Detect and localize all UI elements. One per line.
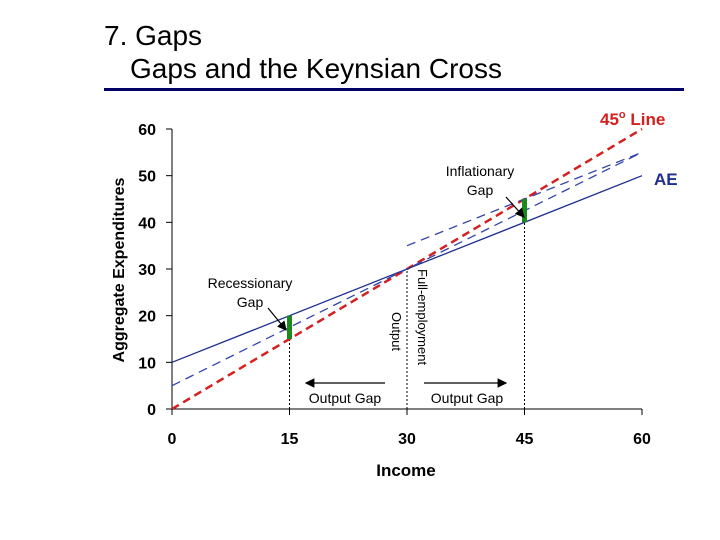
inflationary-gap-label-line1: Inflationary (446, 163, 514, 179)
line45-label-degree: o (619, 109, 626, 121)
x-tick-label: 0 (168, 431, 177, 448)
x-tick-label: 45 (516, 431, 534, 448)
full-employment-label-line2: Output (389, 312, 404, 351)
y-tick-label: 40 (138, 215, 156, 232)
inflationary-gap-label-line2: Gap (467, 182, 494, 198)
recessionary-gap-label-line1: Recessionary (208, 275, 293, 291)
ae-lower-dashed-line (171, 151, 643, 387)
output-gap-right-label: Output Gap (431, 390, 504, 406)
line45-label-word: Line (626, 110, 666, 129)
title-underline (104, 88, 684, 91)
x-tick-label: 30 (398, 431, 416, 448)
x-axis-label: Income (376, 461, 436, 480)
y-tick-label: 10 (138, 355, 156, 372)
inflationary-gap-arrow (505, 196, 525, 218)
y-tick-label: 60 (138, 122, 156, 139)
y-tick-label: 20 (138, 309, 156, 326)
slide-title-line2: Gaps and the Keynsian Cross (130, 53, 502, 84)
y-tick-label: 0 (147, 402, 156, 419)
line45-label-number: 45 (600, 110, 619, 129)
ae-label: AE (654, 170, 678, 189)
y-axis-label: Aggregate Expenditures (111, 177, 128, 362)
slide-title-line1: 7. Gaps (104, 20, 203, 51)
x-tick-label: 60 (633, 431, 651, 448)
recessionary-gap-arrow (267, 307, 287, 331)
recessionary-gap-label-line2: Gap (237, 294, 264, 310)
y-tick-label: 50 (138, 169, 156, 186)
output-gap-left-label: Output Gap (309, 390, 382, 406)
full-employment-label-line1: Full-employment (415, 269, 430, 365)
x-tick-label: 15 (281, 431, 299, 448)
y-tick-label: 30 (138, 262, 156, 279)
line45-label: 45o Line (600, 109, 665, 129)
